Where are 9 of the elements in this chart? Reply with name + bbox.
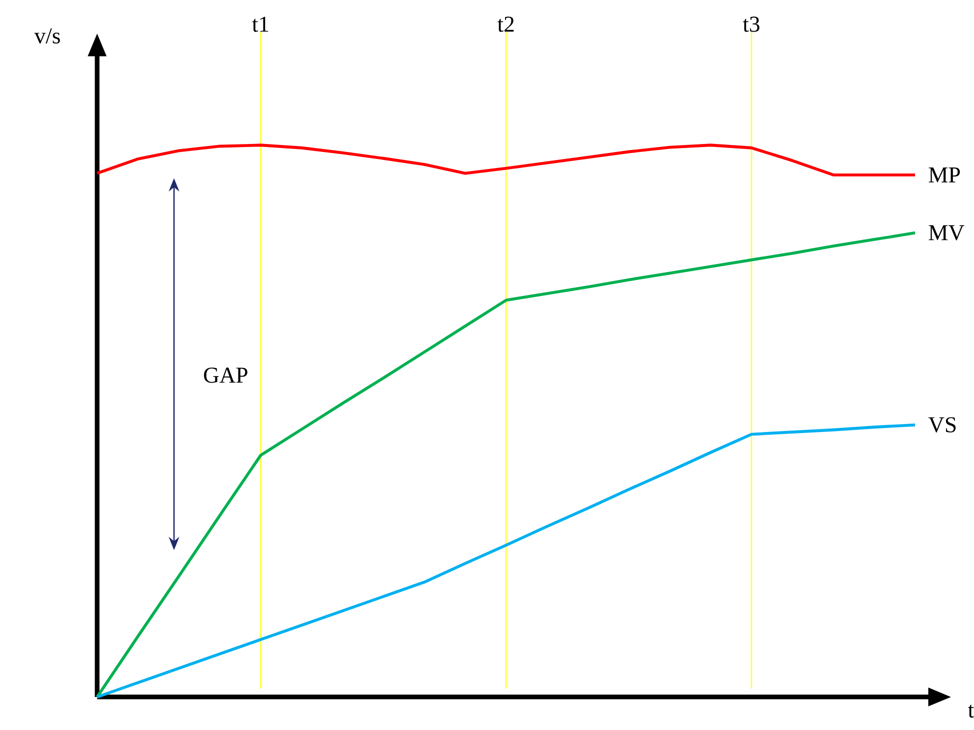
annotation: GAP — [204, 368, 248, 383]
series-label: VS — [928, 417, 956, 433]
series-label: MV — [928, 225, 964, 240]
series-label: MP — [928, 168, 960, 182]
x-tick-label: t3 — [742, 16, 760, 32]
x-tick-label: t1 — [252, 16, 268, 32]
x-axis-title: t — [968, 704, 974, 718]
y-axis-title: v/s — [34, 28, 60, 44]
x-tick-label: t2 — [498, 16, 514, 32]
